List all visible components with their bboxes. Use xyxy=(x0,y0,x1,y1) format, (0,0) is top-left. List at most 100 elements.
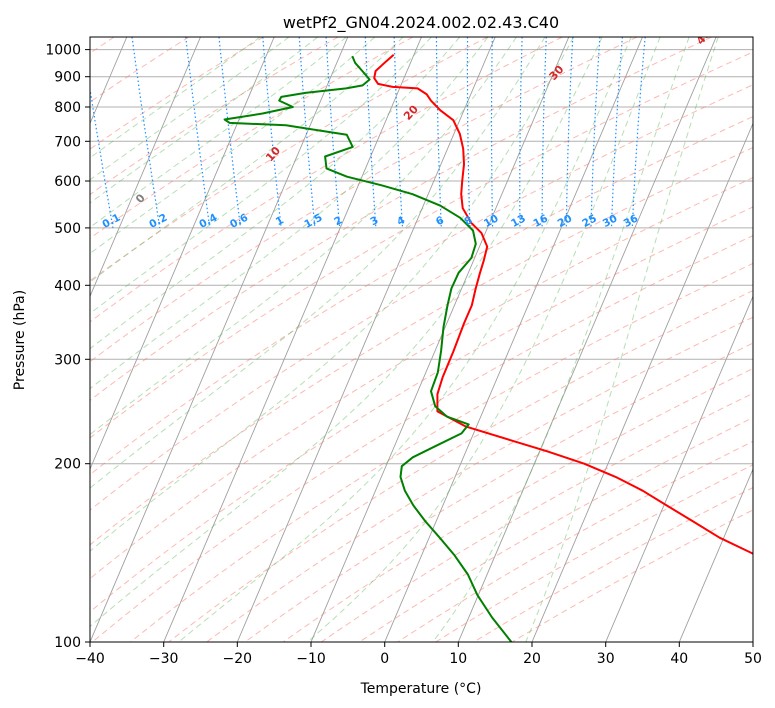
mixing-ratio-line xyxy=(131,37,161,228)
mixing-ratio-line xyxy=(466,37,471,228)
dry-adiabat-label: 40 xyxy=(694,27,714,47)
dry-adiabat-line xyxy=(282,367,753,642)
mixing-ratio-line xyxy=(565,37,574,228)
dry-adiabat-line xyxy=(90,37,414,239)
moist-adiabat-line xyxy=(307,37,661,642)
moist-adiabat-line xyxy=(90,37,376,255)
y-tick-label: 400 xyxy=(54,278,81,294)
dry-adiabat-line xyxy=(90,37,488,282)
mixing-ratio-line xyxy=(541,37,547,228)
dry-adiabat-line xyxy=(90,84,753,476)
x-tick-label: −40 xyxy=(75,651,105,667)
dry-adiabat-line xyxy=(90,37,563,323)
dry-adiabat-line xyxy=(90,146,753,546)
y-tick-label: 700 xyxy=(54,134,81,150)
moist-adiabat-line xyxy=(178,37,632,642)
y-tick-label: 200 xyxy=(54,457,81,473)
moist-adiabat-line xyxy=(90,37,290,181)
mixing-ratio-label: 20 xyxy=(556,213,575,230)
isotherm-line xyxy=(163,37,422,642)
isotherm-line xyxy=(457,37,717,642)
mixing-ratio-label: 16 xyxy=(531,213,550,230)
plot-frame xyxy=(89,36,754,643)
mixing-ratio-line xyxy=(262,37,282,228)
mixing-ratio-line xyxy=(610,37,623,228)
temperature-profile xyxy=(373,54,753,555)
x-tick-label: 0 xyxy=(380,651,389,667)
y-tick-label: 1000 xyxy=(45,43,81,59)
y-tick-label: 100 xyxy=(54,635,81,651)
x-tick-label: 10 xyxy=(449,651,467,667)
dry-adiabat-line xyxy=(90,37,190,103)
mixing-ratio-label: 25 xyxy=(580,213,599,230)
mixing-ratio-label: 3 xyxy=(368,214,380,228)
dry-adiabat-line xyxy=(359,416,753,642)
dry-adiabat-line xyxy=(91,234,753,642)
moist-adiabat-line xyxy=(90,37,603,628)
chart-title: wetPf2_GN04.2024.002.02.43.C40 xyxy=(283,13,559,33)
mixing-ratio-line xyxy=(364,37,377,228)
mixing-ratio-label: 13 xyxy=(509,213,528,230)
moist-adiabat-line xyxy=(90,37,261,159)
isotherm-line xyxy=(90,37,275,471)
dry-adiabat-line xyxy=(511,509,753,642)
x-tick-label: 40 xyxy=(670,651,688,667)
x-tick-label: 30 xyxy=(597,651,615,667)
isotherm-line xyxy=(384,37,643,642)
mixing-ratio-label: 4 xyxy=(395,214,407,228)
profile-lines xyxy=(223,54,753,642)
dry-adiabat-line xyxy=(130,262,753,642)
isotherm-line xyxy=(531,122,753,642)
dry-adiabat-line xyxy=(90,116,753,511)
x-tick-label: 50 xyxy=(744,651,762,667)
x-tick-label: −30 xyxy=(149,651,179,667)
dry-adiabat-line xyxy=(168,290,753,642)
mixing-ratio-line xyxy=(435,37,442,228)
isotherm-line xyxy=(678,467,753,642)
mixing-ratio-line xyxy=(218,37,242,228)
isotherm-line xyxy=(90,37,349,642)
y-axis-label: Pressure (hPa) xyxy=(12,290,28,390)
mixing-ratio-label: 8 xyxy=(462,214,474,228)
mixing-ratio-label: 36 xyxy=(622,213,641,230)
moist-adiabat-line xyxy=(432,37,690,642)
mixing-ratio-line xyxy=(298,37,316,228)
y-axis: 100 200 300 400 500 600 700 800 900 1000 xyxy=(45,43,90,651)
mixing-ratio-line xyxy=(519,37,523,228)
mixing-ratio-label: 1 xyxy=(274,214,286,228)
x-tick-label: −20 xyxy=(223,651,253,667)
moist-adiabat-line xyxy=(90,37,546,489)
isotherm-line xyxy=(752,640,753,642)
moist-adiabat-line xyxy=(90,37,404,283)
dry-adiabat-line xyxy=(244,342,753,642)
y-tick-label: 800 xyxy=(54,100,81,116)
moist-adiabat-line xyxy=(90,37,517,436)
dry-adiabat-label: 0 xyxy=(133,191,148,206)
dry-adiabat-line xyxy=(435,464,753,642)
mixing-ratio-line xyxy=(590,37,601,228)
dry-adiabat-line xyxy=(90,37,264,150)
moist-adiabat-line xyxy=(90,37,575,552)
x-tick-label: 20 xyxy=(523,651,541,667)
plot-background-lines xyxy=(90,37,753,642)
mixing-ratio-label: 30 xyxy=(601,213,620,230)
x-axis: −40 −30 −20 −10 0 10 20 30 40 50 xyxy=(75,642,762,667)
mixing-ratio-line xyxy=(631,37,646,228)
x-tick-label: −10 xyxy=(296,651,326,667)
dry-adiabat-label: -10 xyxy=(2,235,25,259)
mixing-ratio-line xyxy=(90,85,114,229)
isotherm-line xyxy=(236,37,496,642)
moist-adiabat-line xyxy=(90,37,319,204)
x-axis-label: Temperature (°C) xyxy=(360,681,482,697)
dry-adiabat-label: 20 xyxy=(401,102,421,122)
y-tick-label: 500 xyxy=(54,221,81,237)
moist-adiabat-line xyxy=(90,37,347,228)
mixing-ratio-line xyxy=(490,37,494,228)
dry-adiabat-line xyxy=(90,37,712,401)
y-tick-label: 600 xyxy=(54,174,81,190)
dry-adiabat-line xyxy=(90,37,638,363)
dry-adiabat-label: 10 xyxy=(263,144,283,164)
isotherm-line xyxy=(605,295,753,642)
mixing-ratio-line xyxy=(185,37,211,228)
